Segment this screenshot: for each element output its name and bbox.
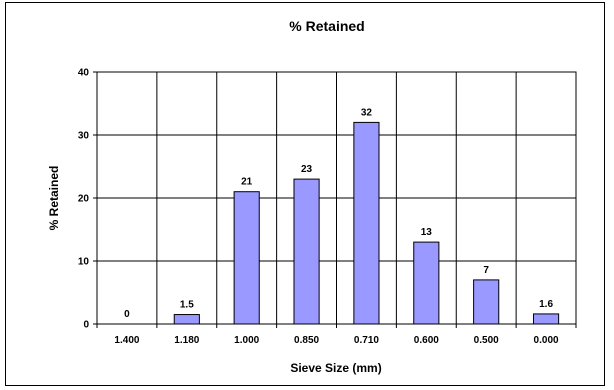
data-label: 13: [421, 227, 433, 238]
x-tick-label: 0.600: [414, 335, 439, 346]
chart-title: % Retained: [289, 18, 364, 34]
bar: [413, 241, 440, 325]
bar: [173, 314, 200, 325]
x-tick-label: 0.000: [534, 335, 559, 346]
x-tick-label: 0.500: [474, 335, 499, 346]
y-tick-labels: 0 10 20 30 40: [78, 68, 90, 331]
y-tick-label: 20: [78, 194, 90, 205]
data-label: 1.5: [180, 300, 194, 311]
data-label: 23: [301, 164, 313, 175]
x-axis-label: Sieve Size (mm): [290, 361, 381, 375]
y-tick-label: 30: [78, 131, 90, 142]
plot-area-border: [96, 71, 577, 325]
data-label: 32: [361, 107, 373, 118]
y-axis-label: % Retained: [47, 166, 61, 231]
bar: [353, 121, 380, 325]
y-tick-label: 40: [78, 68, 90, 79]
data-labels: 0 1.5 21 23 32 13 7 1.6: [124, 107, 553, 320]
x-tick-label: 1.000: [234, 335, 259, 346]
data-label: 7: [483, 265, 489, 276]
data-label: 21: [241, 177, 253, 188]
axes: [93, 71, 577, 328]
y-tick-label: 10: [78, 257, 90, 268]
gridlines: [96, 71, 577, 325]
x-tick-label: 1.180: [174, 335, 199, 346]
bar: [532, 313, 560, 325]
bars: [173, 121, 560, 325]
x-tick-labels: 1.400 1.180 1.000 0.850 0.710 0.600 0.500 0.000: [114, 335, 559, 346]
x-tick-label: 1.400: [114, 335, 139, 346]
bar: [473, 279, 500, 325]
y-tick-label: 0: [83, 320, 89, 331]
bar: [233, 191, 260, 325]
data-label: 1.6: [539, 299, 553, 310]
x-tick-label: 0.850: [294, 335, 319, 346]
data-label: 0: [124, 309, 130, 320]
bar: [293, 178, 320, 325]
x-tick-label: 0.710: [354, 335, 379, 346]
